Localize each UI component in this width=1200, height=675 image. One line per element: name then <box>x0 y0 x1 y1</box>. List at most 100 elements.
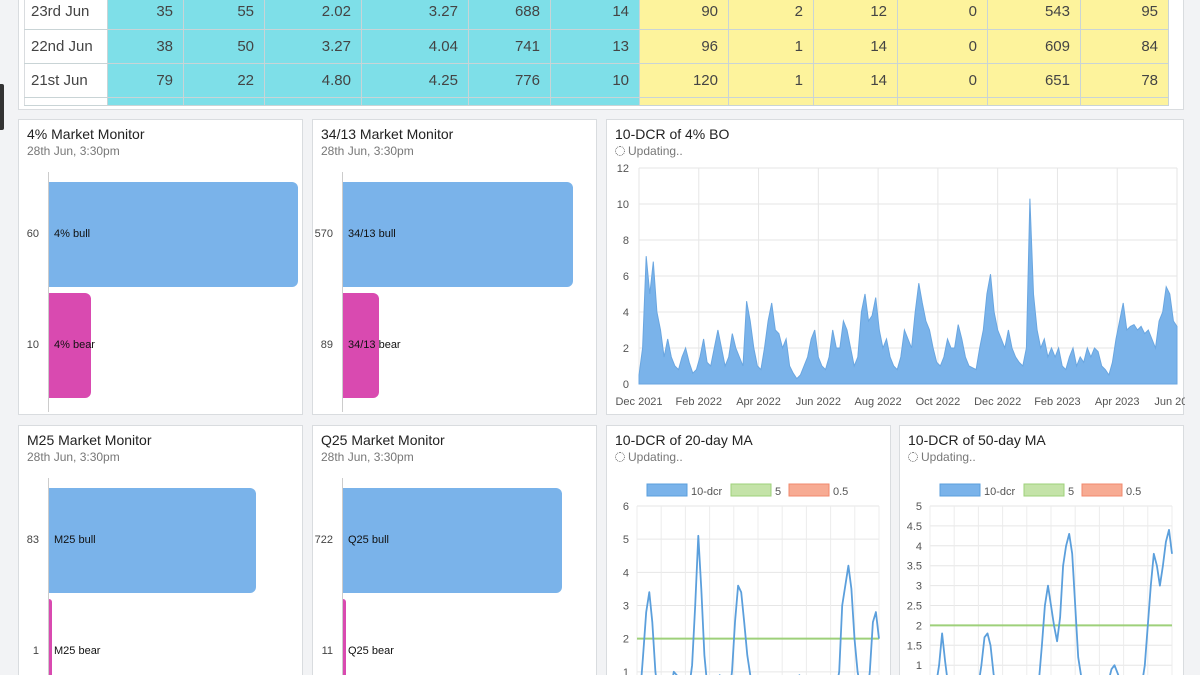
dcr-bo-chart: 0 2 4 6 8 10 12 Dec 2021 Feb 2022 Apr 2022 Jun 202… <box>615 163 1185 408</box>
bull-label: M25 bull <box>54 533 96 546</box>
table-row: 22nd Jun 38 50 3.27 4.04 741 13 96 1 14 0 609 84 <box>24 29 1169 64</box>
cell-empty <box>264 97 362 106</box>
legend-swatch <box>1081 483 1123 497</box>
x-tick-label: Jun 2022 <box>796 396 841 408</box>
monitor-axis <box>48 172 49 412</box>
y-tick-label: 4 <box>623 567 629 579</box>
dcr-50ma-status: Updating.. <box>908 450 976 464</box>
y-tick-label: 5 <box>623 534 629 546</box>
y-tick-label: 4 <box>916 541 922 553</box>
spinner-icon <box>615 146 625 156</box>
cell-value: 2 <box>728 0 814 30</box>
cell-value: 95 <box>1080 0 1169 30</box>
monitor-timestamp: 28th Jun, 3:30pm <box>27 144 120 158</box>
legend-swatch <box>939 483 981 497</box>
cell-value: 13 <box>550 29 640 64</box>
y-tick-label: 4.5 <box>907 521 922 533</box>
dcr-20ma-card: 10-DCR of 20-day MA Updating.. 10-dcr 5 0.… <box>606 425 891 675</box>
y-tick-label: 3.5 <box>907 561 922 573</box>
cell-value: 90 <box>639 0 729 30</box>
y-tick-label: 1 <box>916 660 922 672</box>
cell-value: 96 <box>639 29 729 64</box>
cell-value: 4.04 <box>361 29 469 64</box>
y-tick-label: 2 <box>916 620 922 632</box>
bear-value: 1 <box>32 644 39 657</box>
dcr-bo-title: 10-DCR of 4% BO <box>615 126 730 142</box>
x-tick-label: Feb 2022 <box>676 396 722 408</box>
monitor-timestamp: 28th Jun, 3:30pm <box>27 450 120 464</box>
cell-value: 12 <box>813 0 898 30</box>
bear-label: 4% bear <box>54 338 95 351</box>
y-tick-label: 1.5 <box>907 640 922 652</box>
y-tick-label: 8 <box>623 235 629 247</box>
cell-empty <box>107 97 184 106</box>
dcr-50ma-title: 10-DCR of 50-day MA <box>908 432 1046 448</box>
breadth-table: 23rd Jun 35 55 2.02 3.27 688 14 90 2 12 0 543 95 22nd… <box>24 0 1169 106</box>
bull-value: 60 <box>26 227 39 240</box>
cell-empty <box>24 97 108 106</box>
cell-empty <box>639 97 729 106</box>
legend-label: 10-dcr <box>691 486 723 498</box>
cell-value: 35 <box>107 0 184 30</box>
monitor-title: Q25 Market Monitor <box>321 432 445 448</box>
bull-label: 34/13 bull <box>348 227 396 240</box>
cell-value: 0 <box>897 63 988 98</box>
bull-bar <box>49 182 298 287</box>
legend-swatch <box>1023 483 1065 497</box>
cell-value: 776 <box>468 63 551 98</box>
cell-value: 38 <box>107 29 184 64</box>
cell-value: 50 <box>183 29 265 64</box>
legend-label: 5 <box>775 486 781 498</box>
cell-empty <box>1080 97 1169 106</box>
x-tick-label: Feb 2023 <box>1034 396 1080 408</box>
monitor-axis <box>342 478 343 675</box>
y-tick-label: 3 <box>916 581 922 593</box>
legend-swatch <box>646 483 688 497</box>
cell-value: 55 <box>183 0 265 30</box>
y-tick-label: 10 <box>617 199 629 211</box>
dcr-bo-status: Updating.. <box>615 144 683 158</box>
cell-value: 741 <box>468 29 551 64</box>
dcr-bo-status-text: Updating.. <box>628 144 683 158</box>
x-tick-label: Aug 2022 <box>855 396 902 408</box>
side-tab-handle[interactable] <box>0 84 4 130</box>
cell-value: 22 <box>183 63 265 98</box>
dcr-50ma-card: 10-DCR of 50-day MA Updating.. 10-dcr 5 0.… <box>899 425 1184 675</box>
monitor-timestamp: 28th Jun, 3:30pm <box>321 450 414 464</box>
cell-empty <box>987 97 1081 106</box>
cell-value: 651 <box>987 63 1081 98</box>
bear-value: 89 <box>320 338 333 351</box>
bull-bar <box>49 488 256 593</box>
row-date: 23rd Jun <box>24 0 108 30</box>
bull-value: 83 <box>26 533 39 546</box>
x-tick-label: Dec 2021 <box>615 396 662 408</box>
y-tick-label: 3 <box>623 601 629 613</box>
dcr-20ma-status: Updating.. <box>615 450 683 464</box>
series-line-10dcr <box>936 529 1173 675</box>
cell-value: 1 <box>728 29 814 64</box>
cell-value: 4.80 <box>264 63 362 98</box>
x-tick-label: Apr 2022 <box>736 396 781 408</box>
y-tick-label: 2 <box>623 634 629 646</box>
cell-value: 3.27 <box>361 0 469 30</box>
cell-empty <box>550 97 640 106</box>
breadth-table-card: 23rd Jun 35 55 2.02 3.27 688 14 90 2 12 0 543 95 22nd… <box>18 0 1184 110</box>
y-tick-label: 5 <box>916 501 922 513</box>
bear-bar <box>343 599 346 675</box>
monitor-axis <box>48 478 49 675</box>
legend-label: 5 <box>1068 486 1074 498</box>
monitor-card-4pct: 4% Market Monitor 28th Jun, 3:30pm 4% bull… <box>18 119 303 415</box>
monitor-title: M25 Market Monitor <box>27 432 152 448</box>
bear-bar <box>49 599 52 675</box>
cell-value: 10 <box>550 63 640 98</box>
cell-value: 543 <box>987 0 1081 30</box>
x-tick-label: Apr 2023 <box>1095 396 1140 408</box>
monitor-card-34-13: 34/13 Market Monitor 28th Jun, 3:30pm 34/1… <box>312 119 597 415</box>
bull-bar <box>343 182 573 287</box>
cell-value: 14 <box>550 0 640 30</box>
dcr-bo-card: 10-DCR of 4% BO Updating.. 0 2 4 6 8 10 12 Dec … <box>606 119 1185 415</box>
cell-value: 120 <box>639 63 729 98</box>
table-row: 21st Jun 79 22 4.80 4.25 776 10 120 1 14 0 651 78 <box>24 63 1169 98</box>
monitor-axis <box>342 172 343 412</box>
table-row: 23rd Jun 35 55 2.02 3.27 688 14 90 2 12 0 543 95 <box>24 0 1169 30</box>
